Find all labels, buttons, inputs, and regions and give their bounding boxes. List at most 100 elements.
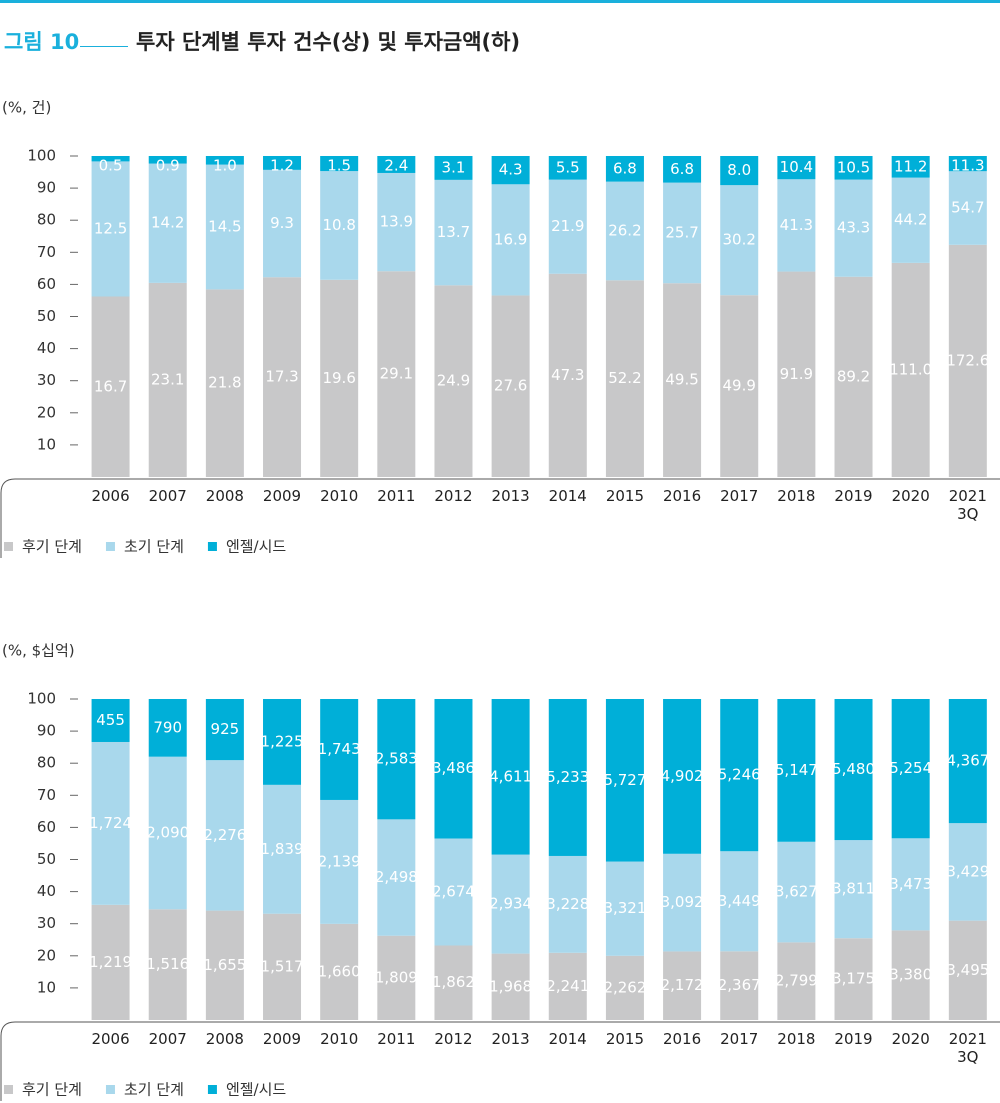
bar-segment (91, 741, 130, 905)
bar-segment (663, 853, 702, 952)
data-label: 4,611 (489, 767, 532, 785)
bar-segment (948, 920, 987, 1020)
data-label: 89.2 (837, 367, 870, 385)
bar-segment (834, 938, 873, 1020)
bar-segment (720, 851, 759, 952)
x-tick-label: 2014 (548, 1030, 587, 1048)
bar-segment (263, 277, 302, 477)
x-tick-label: 2020 (891, 1030, 930, 1048)
chart-svg: (%, 건) 10 20 30 40 50 60 70 80 90 100 16.7 12.5 0.5 23… (0, 99, 1000, 558)
data-label: 13.7 (437, 223, 470, 241)
unit-label: (%, $십억) (2, 642, 75, 660)
data-label: 1,968 (489, 977, 532, 995)
y-tick-label: 90 (37, 722, 56, 740)
data-label: 4.3 (499, 161, 523, 179)
data-label: 49.5 (665, 371, 698, 389)
y-tick-label: 100 (27, 690, 56, 708)
bar-segment (377, 271, 416, 477)
x-tick-label: 2015 (605, 1030, 645, 1048)
data-label: 10.4 (780, 158, 813, 176)
legend-swatch (4, 542, 13, 551)
bar-segment (434, 156, 473, 180)
data-label: 2,241 (546, 977, 589, 995)
bar-segment (605, 699, 644, 862)
bar-segment (377, 156, 416, 173)
x-tick-label: 2021 3Q (948, 487, 987, 523)
bar-segment (548, 855, 587, 953)
data-label: 19.6 (322, 369, 355, 387)
bar-segment (377, 172, 416, 272)
bar-segment (605, 181, 644, 281)
data-label: 3.1 (442, 158, 466, 176)
y-tick-label: 60 (37, 818, 56, 836)
data-label: 5,727 (603, 771, 646, 789)
data-label: 2,674 (432, 882, 475, 900)
y-tick-label: 60 (37, 275, 56, 293)
data-label: 91.9 (780, 365, 813, 383)
bar-segment (263, 169, 302, 278)
bar-segment (434, 285, 473, 477)
data-label: 13.9 (380, 213, 413, 231)
y-tick-label: 10 (37, 978, 56, 996)
legend-label: 후기 단계 (22, 1081, 82, 1099)
x-tick-label: 2017 (720, 1030, 759, 1048)
bar-segment (320, 923, 359, 1020)
data-label: 41.3 (780, 216, 813, 234)
bar-segment (148, 156, 187, 164)
bar-segment (777, 179, 816, 272)
bar-segment (891, 838, 930, 931)
x-tick-label: 2009 (262, 487, 302, 505)
bar-segment (891, 699, 930, 839)
x-tick-label: 2007 (148, 1030, 187, 1048)
data-label: 11.3 (951, 157, 984, 175)
x-tick-label: 2019 (834, 1030, 873, 1048)
x-tick-label: 2015 (605, 487, 645, 505)
chart: (%, 건) 10 20 30 40 50 60 70 80 90 100 16.7 12.5 0.5 23… (0, 58, 1000, 558)
y-tick-label: 100 (27, 147, 56, 165)
data-label: 9.3 (270, 214, 294, 232)
data-label: 1.0 (213, 157, 237, 175)
bar-segment (948, 156, 987, 172)
data-label: 14.5 (208, 217, 241, 235)
frame (0, 478, 1000, 558)
data-label: 1,517 (261, 957, 304, 975)
x-tick-label: 2019 (834, 487, 873, 505)
y-tick-label: 40 (37, 339, 56, 357)
data-label: 3,811 (832, 880, 875, 898)
bar-segment (320, 156, 359, 172)
data-label: 12.5 (94, 219, 127, 237)
bar-segment (91, 904, 130, 1020)
y-tick-label: 80 (37, 211, 56, 229)
data-label: 2,799 (775, 972, 818, 990)
bar-segment (205, 699, 244, 761)
data-label: 5.5 (556, 158, 580, 176)
data-label: 3,486 (432, 759, 475, 777)
bar-segment (205, 164, 244, 290)
data-label: 44.2 (894, 211, 927, 229)
data-label: 25.7 (665, 223, 698, 241)
x-tick-label: 2018 (777, 487, 816, 505)
chart-svg: (%, $십억) 10 20 30 40 50 60 70 80 90 100 1,219 1,724 4… (0, 642, 1000, 1101)
bar-segment (491, 295, 530, 477)
data-label: 8.0 (727, 161, 751, 179)
data-label: 16.7 (94, 377, 127, 395)
bar-segment (834, 156, 873, 180)
data-label: 2,139 (318, 852, 361, 870)
bar-segment (548, 273, 587, 477)
data-label: 3,228 (546, 895, 589, 913)
bar-segment (605, 280, 644, 477)
data-label: 6.8 (613, 159, 637, 177)
legend-label: 초기 단계 (124, 538, 184, 556)
data-label: 27.6 (494, 377, 527, 395)
bar-segment (205, 910, 244, 1020)
y-tick-label: 10 (37, 435, 56, 453)
data-label: 0.9 (156, 157, 180, 175)
bar-segment (320, 171, 359, 280)
bar-segment (834, 276, 873, 477)
data-label: 21.9 (551, 217, 584, 235)
bar-segment (891, 156, 930, 178)
bar-segment (948, 171, 987, 245)
x-tick-label: 2014 (548, 487, 587, 505)
x-tick-label: 2020 (891, 487, 930, 505)
x-tick-label: 2013 (491, 487, 530, 505)
